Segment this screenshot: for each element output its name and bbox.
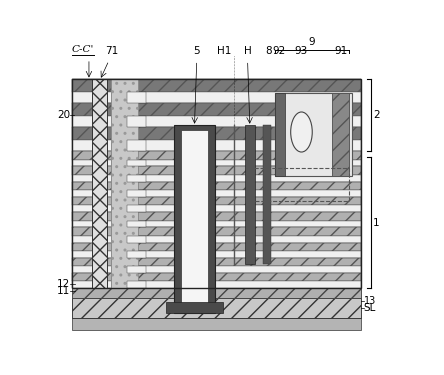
Bar [72, 197, 361, 206]
Bar [72, 273, 361, 282]
Bar [127, 92, 146, 103]
Bar [72, 206, 361, 212]
Bar [72, 258, 361, 266]
Bar [127, 190, 146, 197]
Text: 91: 91 [334, 46, 347, 56]
Bar [72, 127, 361, 140]
Bar [174, 125, 215, 313]
Text: H1: H1 [217, 46, 231, 56]
Bar [127, 251, 146, 258]
Text: 20: 20 [57, 110, 71, 120]
Bar [166, 302, 223, 313]
Bar [127, 206, 146, 212]
Text: 93: 93 [295, 46, 308, 56]
Text: 12: 12 [57, 279, 71, 289]
Bar [263, 125, 271, 264]
Bar [92, 79, 107, 288]
Bar [72, 251, 361, 258]
Text: H: H [244, 46, 251, 56]
Bar [127, 220, 146, 227]
Bar [332, 93, 349, 176]
Bar [274, 93, 285, 176]
Bar [72, 258, 361, 266]
Text: C-C': C-C' [72, 45, 95, 54]
Bar [249, 168, 349, 201]
Bar [72, 227, 361, 236]
Bar [72, 297, 361, 318]
Bar [72, 103, 361, 116]
Bar [72, 227, 361, 236]
Ellipse shape [291, 112, 312, 152]
Bar [127, 175, 146, 182]
Bar [127, 160, 146, 166]
Bar [127, 140, 146, 151]
Bar [245, 125, 255, 264]
Text: SL: SL [364, 303, 376, 313]
Bar [72, 243, 361, 251]
Bar [72, 288, 361, 297]
Bar [72, 92, 361, 103]
Bar [72, 282, 361, 288]
Bar [72, 212, 361, 220]
Bar [72, 166, 361, 175]
Bar [72, 212, 361, 220]
Bar [127, 282, 146, 288]
Bar [72, 140, 361, 151]
Text: 5: 5 [194, 46, 200, 56]
Bar [275, 93, 352, 176]
Text: 92: 92 [273, 46, 286, 56]
Bar [111, 79, 138, 288]
Bar [72, 166, 361, 175]
Bar [181, 130, 207, 308]
Bar [72, 79, 361, 92]
Bar [72, 297, 361, 318]
Bar [72, 273, 361, 282]
Bar [72, 116, 361, 127]
Text: 2: 2 [373, 110, 380, 120]
Bar [72, 160, 361, 166]
Bar [332, 93, 349, 176]
Bar [72, 151, 361, 160]
Bar [72, 288, 361, 297]
Bar [72, 151, 361, 160]
Bar [72, 197, 361, 206]
Bar [127, 236, 146, 243]
Text: 11: 11 [57, 286, 71, 296]
Bar [72, 175, 361, 182]
Text: 13: 13 [364, 296, 376, 306]
Bar [72, 182, 361, 190]
Bar [72, 243, 361, 251]
Bar [72, 220, 361, 227]
Bar [72, 190, 361, 197]
Bar [111, 79, 138, 288]
Bar [72, 266, 361, 273]
Bar [72, 79, 361, 92]
Bar [72, 318, 361, 330]
Bar [72, 103, 361, 116]
Text: 8: 8 [265, 46, 272, 56]
Bar [92, 79, 107, 288]
Bar [72, 236, 361, 243]
Bar [72, 182, 361, 190]
Bar [72, 79, 361, 288]
Bar [72, 127, 361, 140]
Bar [127, 116, 146, 127]
Bar [127, 266, 146, 273]
Text: 9: 9 [308, 37, 315, 47]
Text: 71: 71 [105, 46, 119, 56]
Text: 1: 1 [373, 218, 380, 228]
Bar [111, 79, 138, 288]
